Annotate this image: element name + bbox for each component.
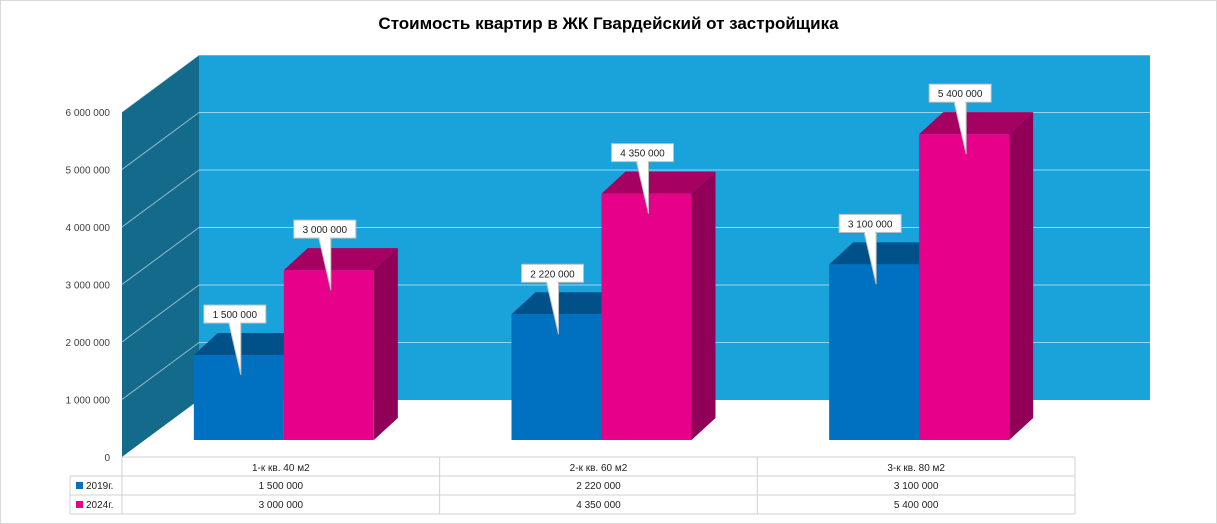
data-label: 1 500 000 [213,310,258,321]
y-tick-label: 4 000 000 [66,223,111,234]
table-category-label: 2-к кв. 60 м2 [570,463,628,474]
data-label-join [319,237,330,241]
bar [601,193,692,440]
table-cell: 5 400 000 [894,500,939,511]
gridline-side [121,169,200,228]
gridline-side [121,112,200,170]
legend-swatch [76,501,83,508]
y-tick-label: 1 000 000 [66,396,111,407]
data-label-join [637,160,648,164]
data-label: 4 350 000 [620,149,665,160]
bar-top-face [283,248,398,271]
data-label: 3 100 000 [848,219,893,230]
bar [193,355,284,440]
table-category-label: 3-к кв. 80 м2 [887,463,945,474]
y-tick-label: 2 000 000 [66,338,111,349]
bar [829,264,920,440]
data-label-join [547,281,558,285]
y-tick-label: 3 000 000 [66,281,111,292]
bar-side-face [691,171,716,440]
gridline-side [121,284,200,343]
bar-top-face [601,171,716,194]
y-tick-label: 6 000 000 [66,108,111,119]
gridline-side [121,54,200,113]
bar-top-face [511,292,626,315]
bar-top-face [829,242,944,265]
data-label: 2 220 000 [530,269,575,280]
bar [919,134,1010,440]
legend-swatch [76,482,83,489]
bar-side-face [1009,112,1034,440]
data-label: 5 400 000 [938,89,983,100]
bar-top-face [193,333,308,356]
legend-series-name: 2019г. [86,481,113,492]
y-tick-label: 5 000 000 [66,166,111,177]
table-cell: 1 500 000 [259,481,304,492]
data-label: 3 000 000 [303,225,348,236]
y-tick-label: 0 [104,453,110,464]
data-label-join [865,231,876,235]
table-category-label: 1-к кв. 40 м2 [252,463,310,474]
bar-side-face [373,248,398,440]
data-label-join [229,322,240,326]
bar-top-face [919,112,1034,135]
table-cell: 4 350 000 [576,500,621,511]
bar [283,270,374,440]
gridline-side [121,227,200,285]
table-cell: 3 000 000 [259,500,304,511]
table-cell: 3 100 000 [894,481,939,492]
table-cell: 2 220 000 [576,481,621,492]
legend-series-name: 2024г. [86,500,113,511]
gridline-side [121,342,200,400]
data-label-join [955,101,966,105]
bar [511,314,602,440]
chart-title: Стоимость квартир в ЖК Гвардейский от за… [378,14,839,33]
